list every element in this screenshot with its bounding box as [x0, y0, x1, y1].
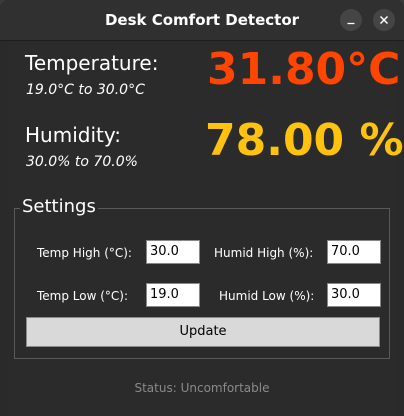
temp-high-label: Temp High (°C): [37, 246, 132, 260]
minimize-button[interactable] [340, 9, 362, 31]
temperature-value: 31.80°C [207, 44, 401, 95]
close-icon [379, 15, 389, 25]
status-text: Status: Uncomfortable [134, 381, 270, 395]
humidity-range: 30.0% to 70.0% [26, 154, 138, 170]
temp-low-input[interactable]: 19.0 [146, 283, 200, 307]
humidity-value: 78.00 % [205, 115, 404, 166]
temp-high-input[interactable]: 30.0 [146, 240, 200, 264]
settings-panel: Settings Temp High (°C): 30.0 Humid High… [14, 196, 390, 359]
humid-high-label: Humid High (%): [214, 246, 314, 260]
window-title: Desk Comfort Detector [104, 11, 300, 29]
humidity-label: Humidity: [25, 123, 121, 147]
main-content: Temperature: 19.0°C to 30.0°C 31.80°C Hu… [7, 41, 404, 416]
humid-high-input[interactable]: 70.0 [327, 240, 381, 264]
close-button[interactable] [373, 9, 395, 31]
humid-low-input[interactable]: 30.0 [327, 283, 381, 307]
title-bar[interactable]: Desk Comfort Detector [0, 0, 404, 41]
humid-low-label: Humid Low (%): [219, 289, 315, 303]
minimize-icon [347, 22, 355, 25]
temp-low-label: Temp Low (°C): [37, 289, 129, 303]
settings-title: Settings [20, 196, 98, 217]
temperature-range: 19.0°C to 30.0°C [26, 82, 145, 98]
update-button[interactable]: Update [26, 317, 380, 347]
temperature-label: Temperature: [25, 51, 159, 75]
